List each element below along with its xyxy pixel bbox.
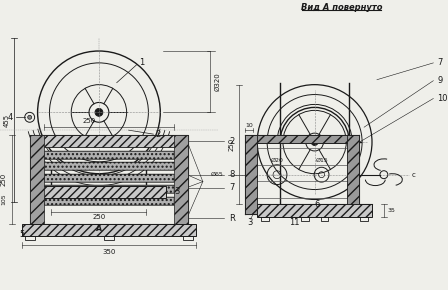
Text: 105: 105 (1, 194, 6, 205)
Bar (301, 217, 309, 221)
Bar (30, 135, 43, 224)
Text: 3: 3 (248, 218, 253, 227)
Text: 250: 250 (228, 138, 234, 151)
Bar (321, 217, 328, 221)
Text: 6: 6 (314, 200, 319, 209)
Text: A: A (96, 224, 102, 233)
Text: 10: 10 (437, 94, 448, 103)
Text: 8: 8 (229, 170, 235, 179)
Circle shape (311, 139, 318, 146)
Bar (104, 236, 114, 240)
Bar (347, 135, 359, 204)
Text: 3: 3 (174, 188, 180, 197)
Text: Вид А повернуто: Вид А повернуто (301, 3, 382, 12)
Text: 11: 11 (289, 218, 300, 227)
Bar (25, 236, 34, 240)
Text: 4: 4 (7, 113, 13, 122)
Bar (43, 197, 174, 205)
Text: 7: 7 (229, 183, 235, 192)
Text: 250: 250 (92, 214, 106, 220)
Bar (261, 217, 269, 221)
Text: c: c (412, 172, 415, 178)
Text: 5: 5 (19, 230, 24, 239)
Text: 9: 9 (437, 76, 443, 85)
Text: 10: 10 (246, 123, 253, 128)
Bar (155, 198, 162, 202)
Text: 7: 7 (437, 58, 443, 67)
Text: 350: 350 (102, 249, 116, 255)
Bar (43, 162, 174, 170)
Text: R: R (229, 214, 235, 223)
Bar (43, 174, 174, 182)
Text: Ø65: Ø65 (211, 172, 224, 177)
Text: 250: 250 (82, 118, 96, 124)
Bar (30, 135, 188, 147)
Bar (56, 198, 63, 202)
Bar (36, 198, 43, 202)
Text: Ø20: Ø20 (271, 158, 284, 163)
Bar (183, 236, 193, 240)
Circle shape (28, 115, 32, 119)
Bar (30, 135, 188, 224)
Text: 1: 1 (139, 58, 144, 67)
Bar (257, 204, 372, 217)
Bar (43, 185, 174, 193)
Circle shape (95, 108, 103, 116)
Bar (43, 151, 174, 159)
Text: Ø15: Ø15 (315, 158, 328, 163)
Text: 455: 455 (4, 114, 10, 127)
Bar (134, 198, 142, 202)
Bar (246, 135, 359, 143)
Text: 2: 2 (155, 130, 161, 139)
Text: 35: 35 (388, 208, 396, 213)
Bar (246, 135, 257, 214)
Text: 2: 2 (229, 137, 235, 146)
Bar (360, 217, 368, 221)
Bar (174, 135, 188, 224)
Bar (22, 224, 196, 236)
Text: 250: 250 (1, 173, 7, 186)
Text: Ø320: Ø320 (215, 72, 221, 91)
Bar (32, 186, 166, 198)
